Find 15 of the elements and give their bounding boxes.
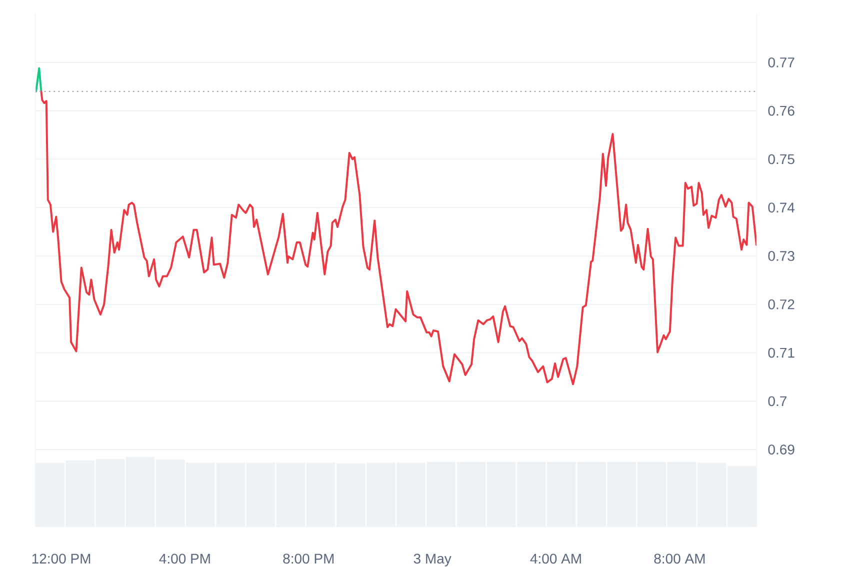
y-tick-label: 0.71 bbox=[768, 348, 794, 358]
y-tick-label: 0.74 bbox=[768, 202, 795, 213]
y-tick-label: 0.75 bbox=[768, 154, 794, 164]
x-tick-label: 4:00 AM bbox=[530, 554, 581, 564]
y-tick-label: 0.73 bbox=[768, 251, 794, 261]
x-tick-label: 3 May bbox=[414, 554, 452, 566]
y-tick-label: 0.72 bbox=[768, 299, 794, 310]
y-tick-label: 0.7 bbox=[768, 396, 786, 406]
y-tick-label: 0.76 bbox=[768, 106, 794, 116]
x-tick-label: 8:00 PM bbox=[283, 554, 334, 564]
x-tick-label: 4:00 PM bbox=[159, 554, 210, 564]
x-tick-label: 12:00 PM bbox=[32, 554, 90, 564]
y-tick-label: 0.69 bbox=[768, 444, 794, 455]
y-tick-label: 0.77 bbox=[768, 57, 794, 68]
x-tick-label: 8:00 AM bbox=[654, 554, 705, 564]
